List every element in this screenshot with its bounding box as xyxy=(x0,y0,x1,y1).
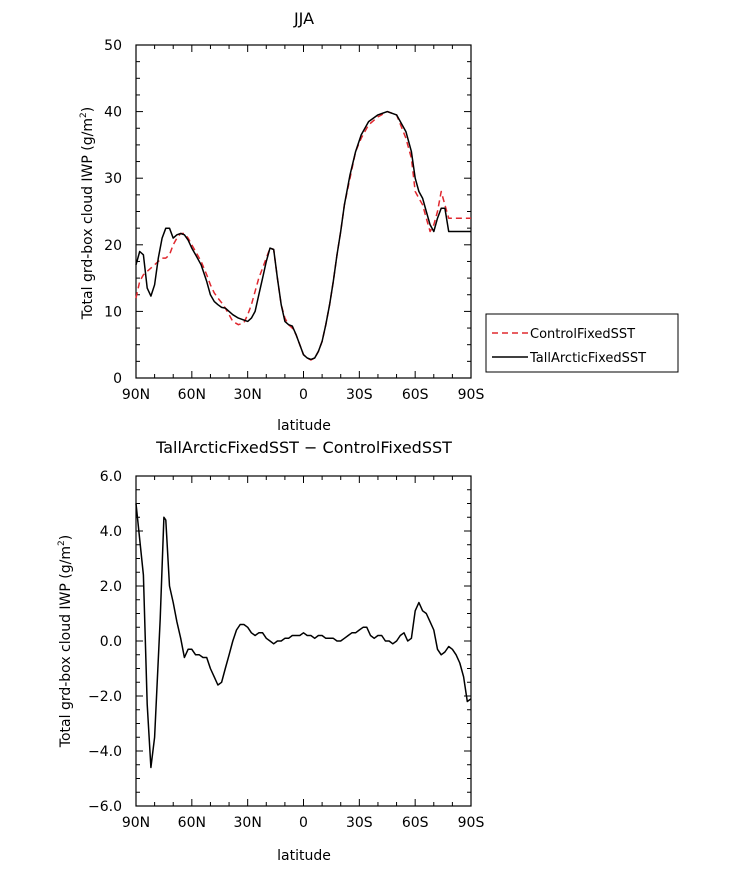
y-axis-label-top-end: ) xyxy=(80,107,96,112)
series-line-tallarcticfixedsst xyxy=(135,110,471,361)
x-tick-label: 30S xyxy=(346,387,373,403)
plot-area-top: 90N 60N 30N 0 30S 60S 90S 0 10 20 30 40 50 xyxy=(104,38,484,403)
y-axis-label-bottom-sup: 2 xyxy=(57,540,67,546)
y-tick-label: 30 xyxy=(104,171,122,187)
x-tick-label: 60S xyxy=(402,387,429,403)
x-tick-label: 90N xyxy=(122,387,150,403)
y-tick-label: −6.0 xyxy=(88,799,122,815)
x-tick-label: 0 xyxy=(299,815,308,831)
y-tick-label: −2.0 xyxy=(88,689,122,705)
y-tick-label: 0.0 xyxy=(100,634,122,650)
chart-title-bottom: TallArcticFixedSST − ControlFixedSST xyxy=(155,438,452,457)
x-tick-label: 30S xyxy=(346,815,373,831)
series-line-difference xyxy=(135,503,472,769)
x-tick-label: 90S xyxy=(458,815,485,831)
y-tick-label: 2.0 xyxy=(100,579,122,595)
y-axis-label-top-sup: 2 xyxy=(79,112,89,118)
y-axis-label-top-main: Total grd-box cloud IWP (g/m xyxy=(80,118,96,320)
y-tick-label: −4.0 xyxy=(88,744,122,760)
x-tick-label: 0 xyxy=(299,387,308,403)
legend-box xyxy=(485,313,679,373)
y-axis-label-bottom-main: Total grd-box cloud IWP (g/m xyxy=(58,546,74,748)
x-tick-label: 60N xyxy=(178,387,206,403)
y-tick-label: 40 xyxy=(104,105,122,121)
y-axis-label-bottom-end: ) xyxy=(58,535,74,540)
y-tick-label: 6.0 xyxy=(100,469,122,485)
plot-area-bottom: 90N 60N 30N 0 30S 60S 90S −6.0 −4.0 −2.0 0.0 2.0 4.0… xyxy=(88,469,484,831)
plot-frame-bottom xyxy=(135,475,472,807)
y-tick-label: 20 xyxy=(104,238,122,254)
y-tick-label: 4.0 xyxy=(100,524,122,540)
plot-frame-top xyxy=(135,44,472,379)
y-tick-label: 0 xyxy=(113,371,122,387)
x-tick-label: 60S xyxy=(402,815,429,831)
x-axis-label-top: latitude xyxy=(277,418,331,434)
legend-label-control: ControlFixedSST xyxy=(530,327,635,342)
y-axis-label-bottom: Total grd-box cloud IWP (g/m2) xyxy=(57,535,74,748)
legend-label-tallarctic: TallArcticFixedSST xyxy=(529,351,646,366)
x-tick-label: 90S xyxy=(458,387,485,403)
series-line-controlfixedsst xyxy=(135,110,471,361)
x-tick-label: 90N xyxy=(122,815,150,831)
x-axis-label-bottom: latitude xyxy=(277,848,331,864)
x-tick-label: 30N xyxy=(234,815,262,831)
x-tick-label: 60N xyxy=(178,815,206,831)
y-tick-label: 50 xyxy=(104,38,122,54)
y-axis-label-top: Total grd-box cloud IWP (g/m2) xyxy=(79,107,96,320)
x-tick-label: 30N xyxy=(234,387,262,403)
chart-title-top: JJA xyxy=(293,9,314,28)
legend: ControlFixedSST TallArcticFixedSST xyxy=(485,313,679,373)
y-tick-label: 10 xyxy=(104,304,122,320)
